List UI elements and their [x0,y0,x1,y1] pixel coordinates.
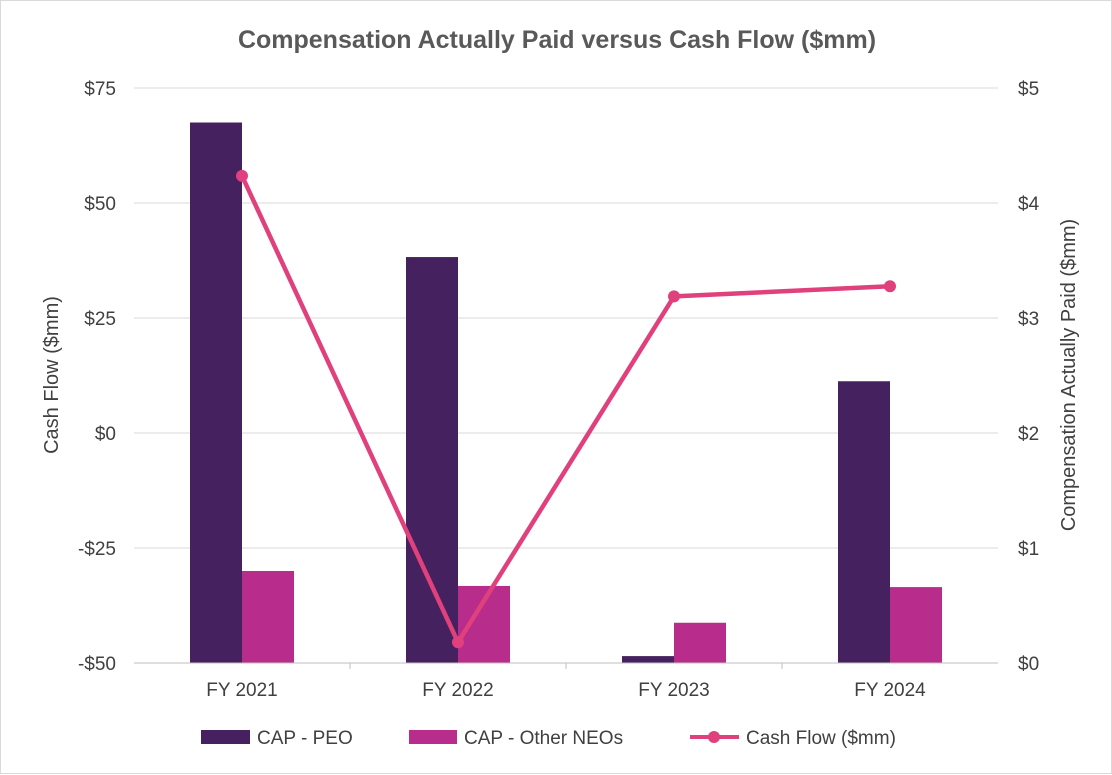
category-label: FY 2024 [854,680,926,701]
left-tick-label: -$25 [78,539,116,560]
bar-cap-other-neos-2 [674,622,726,663]
right-tick-label: $3 [1018,309,1039,330]
left-axis-title: Cash Flow ($mm) [41,296,63,454]
category-label: FY 2023 [638,680,709,701]
left-tick-label: $25 [84,309,116,330]
bar-series [190,122,942,663]
left-tick-label: $75 [84,79,116,100]
bar-cap-other-neos-0 [242,571,294,663]
left-tick-label: $0 [95,424,116,445]
category-labels: FY 2021 FY 2022 FY 2023 FY 2024 [206,663,926,701]
cash-flow-point-1 [452,636,464,649]
chart-title: Compensation Actually Paid versus Cash F… [238,26,876,54]
cash-flow-point-2 [668,290,680,303]
legend-label-cap-other-neos: CAP - Other NEOs [464,728,623,749]
right-tick-label: $5 [1018,79,1039,100]
cash-flow-point-0 [236,169,248,182]
left-tick-label: -$50 [78,654,116,675]
legend-marker-cash-flow [708,731,720,743]
category-label: FY 2022 [422,680,493,701]
legend-label-cap-peo: CAP - PEO [257,728,353,749]
legend-label-cash-flow: Cash Flow ($mm) [746,728,896,749]
right-tick-label: $4 [1018,194,1040,215]
cash-flow-line [239,174,891,645]
legend-swatch-cap-other-neos [409,730,457,744]
right-tick-label: $0 [1018,654,1039,675]
bar-cap-peo-0 [190,122,242,663]
right-tick-label: $1 [1018,539,1039,560]
bar-cap-peo-2 [622,656,674,663]
bar-cap-other-neos-3 [890,587,942,663]
left-tick-label: $50 [84,194,116,215]
right-tick-label: $2 [1018,424,1039,445]
bar-cap-peo-1 [406,257,458,663]
right-axis-title: Compensation Actually Paid ($mm) [1058,219,1080,531]
legend: CAP - PEO CAP - Other NEOs Cash Flow ($m… [201,728,896,749]
left-axis-ticks: $75 $50 $25 $0 -$25 -$50 [78,79,116,675]
legend-swatch-cap-peo [201,730,250,744]
bar-cap-peo-3 [838,381,890,663]
right-axis-ticks: $5 $4 $3 $2 $1 $0 [1018,79,1040,675]
line-series [236,169,896,649]
cash-flow-point-3 [884,280,896,293]
category-label: FY 2021 [206,680,277,701]
